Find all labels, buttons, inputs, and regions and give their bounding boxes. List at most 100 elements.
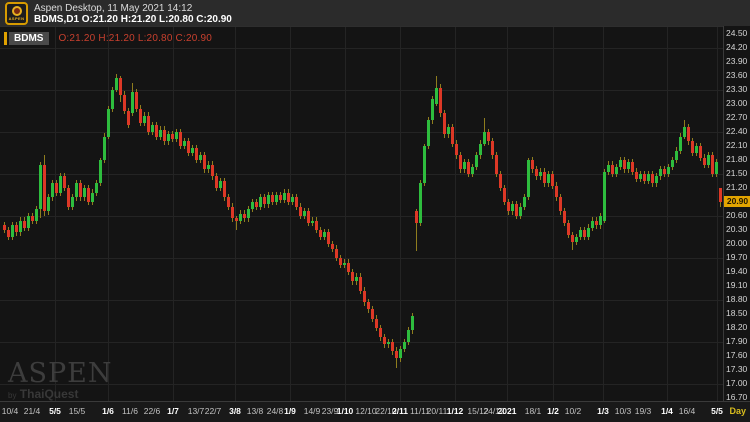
candle bbox=[15, 225, 18, 233]
candle bbox=[271, 195, 274, 202]
price-tick-label: 17.60 bbox=[726, 350, 748, 360]
candle bbox=[335, 248, 338, 258]
candle bbox=[319, 230, 322, 237]
candle bbox=[675, 150, 678, 160]
candle bbox=[695, 146, 698, 153]
candle bbox=[539, 171, 542, 177]
candle bbox=[27, 216, 30, 228]
price-tick-label: 20.30 bbox=[726, 224, 748, 234]
candle bbox=[655, 176, 658, 184]
candle bbox=[507, 202, 510, 212]
price-tick-label: 23.60 bbox=[726, 70, 748, 80]
candle bbox=[331, 244, 334, 249]
h-gridline bbox=[0, 384, 723, 385]
candle bbox=[299, 206, 302, 216]
time-axis: Day 10/4 21/4 5/5 15/5 1/6 11/6 22/6 1/7 13/7 22/… bbox=[0, 401, 750, 422]
v-gridline bbox=[507, 27, 508, 401]
candle bbox=[551, 174, 554, 186]
candle bbox=[399, 349, 402, 359]
v-gridline bbox=[400, 27, 401, 401]
candle bbox=[155, 125, 158, 137]
v-gridline bbox=[235, 27, 236, 401]
candle bbox=[523, 197, 526, 207]
h-gridline bbox=[0, 132, 723, 133]
h-gridline bbox=[0, 342, 723, 343]
candle bbox=[203, 155, 206, 170]
candle bbox=[259, 197, 262, 207]
h-gridline bbox=[0, 48, 723, 49]
candle bbox=[51, 183, 54, 198]
chip-accent-bar bbox=[4, 31, 7, 45]
date-tick-label: 11/11 bbox=[409, 406, 431, 416]
date-tick-label: 1/9 bbox=[284, 406, 296, 416]
candle bbox=[275, 195, 278, 202]
candle bbox=[423, 146, 426, 184]
candle bbox=[531, 160, 534, 170]
candle bbox=[215, 176, 218, 188]
candle bbox=[247, 209, 250, 219]
candle bbox=[199, 155, 202, 160]
candle bbox=[219, 181, 222, 188]
candle bbox=[351, 272, 354, 282]
v-gridline bbox=[553, 27, 554, 401]
candle bbox=[371, 309, 374, 319]
candle bbox=[123, 94, 126, 111]
candle bbox=[163, 129, 166, 142]
candle bbox=[343, 262, 346, 265]
candle bbox=[167, 134, 170, 142]
candle bbox=[3, 225, 6, 230]
price-tick-label: 19.40 bbox=[726, 266, 748, 276]
current-price-tag: 20.90 bbox=[724, 195, 750, 207]
candle bbox=[115, 78, 118, 90]
date-tick-label: 22/10 bbox=[375, 406, 397, 416]
app-header: ASPEN Aspen Desktop, 11 May 2021 14:12 B… bbox=[0, 0, 750, 27]
price-tick-label: 20.00 bbox=[726, 238, 748, 248]
candle bbox=[571, 234, 574, 242]
candle bbox=[251, 202, 254, 209]
candle bbox=[195, 148, 198, 160]
symbol-chip[interactable]: BDMS bbox=[9, 31, 50, 45]
date-tick-label: 14/9 bbox=[303, 406, 321, 416]
candle bbox=[703, 157, 706, 165]
price-tick-label: 22.70 bbox=[726, 112, 748, 122]
chip-ohlc-text: O:21.20 H:21.20 L:20.80 C:20.90 bbox=[58, 32, 212, 44]
candle bbox=[243, 213, 246, 219]
candle bbox=[443, 113, 446, 135]
candle bbox=[495, 155, 498, 174]
candle bbox=[543, 171, 546, 184]
date-tick-label: 2/11 bbox=[391, 406, 409, 416]
candle bbox=[635, 171, 638, 179]
price-axis: 20.90 24.50 24.20 23.90 23.60 23.30 23.00 22.7… bbox=[723, 26, 750, 402]
candlestick-chart[interactable]: ASPEN by ThaiQuest bbox=[0, 26, 723, 401]
candle bbox=[451, 127, 454, 144]
date-tick-label: 16/4 bbox=[678, 406, 696, 416]
candle bbox=[663, 169, 666, 174]
price-tick-label: 18.80 bbox=[726, 294, 748, 304]
candle bbox=[511, 204, 514, 212]
candle bbox=[127, 111, 130, 125]
candle bbox=[375, 318, 378, 328]
date-tick-label: 13/7 bbox=[187, 406, 205, 416]
candle bbox=[23, 220, 26, 228]
candle bbox=[311, 220, 314, 223]
candle bbox=[467, 162, 470, 174]
candle bbox=[307, 211, 310, 223]
date-tick-label: 1/10 bbox=[336, 406, 354, 416]
candle bbox=[491, 141, 494, 156]
candle bbox=[579, 230, 582, 237]
candle bbox=[111, 90, 114, 109]
candle bbox=[415, 211, 418, 223]
candle bbox=[647, 174, 650, 181]
candle bbox=[547, 174, 550, 184]
candle bbox=[171, 134, 174, 139]
candle bbox=[103, 136, 106, 160]
timeframe-button[interactable]: Day bbox=[729, 406, 746, 416]
aspen-logo-icon: ASPEN bbox=[5, 2, 28, 25]
candle bbox=[43, 164, 46, 212]
price-tick-label: 24.20 bbox=[726, 42, 748, 52]
candle bbox=[263, 197, 266, 205]
date-tick-label: 1/12 bbox=[446, 406, 464, 416]
price-tick-label: 24.50 bbox=[726, 28, 748, 38]
candle bbox=[419, 183, 422, 223]
